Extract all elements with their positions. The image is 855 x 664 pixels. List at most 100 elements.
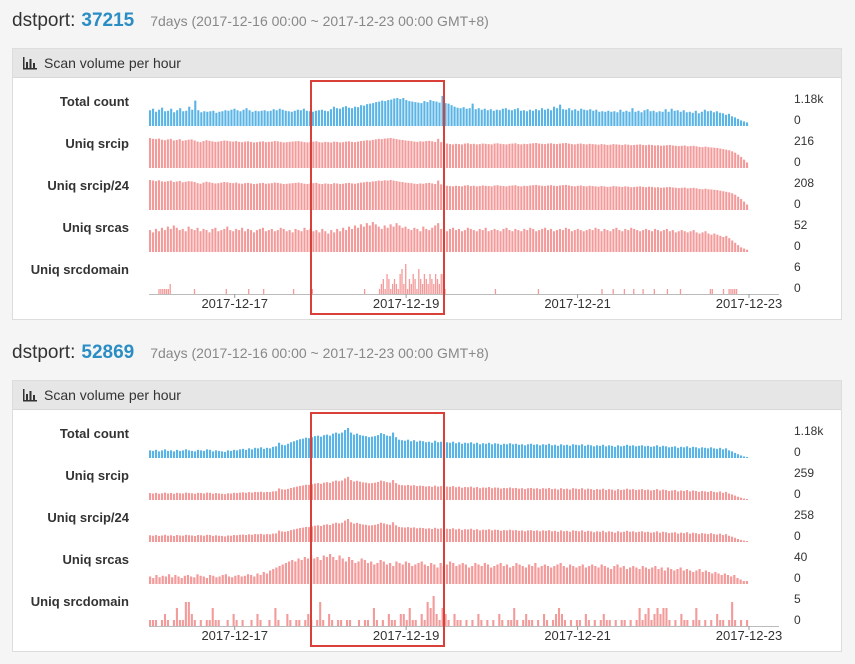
bar[interactable] <box>152 493 155 500</box>
bar[interactable] <box>155 111 158 126</box>
bar[interactable] <box>603 566 606 584</box>
bar[interactable] <box>496 564 499 585</box>
bar[interactable] <box>636 186 639 210</box>
bar[interactable] <box>290 530 293 542</box>
bar[interactable] <box>548 487 551 500</box>
bar[interactable] <box>344 520 347 542</box>
bar[interactable] <box>560 530 563 542</box>
bar[interactable] <box>193 182 196 210</box>
bar[interactable] <box>149 493 152 500</box>
bar[interactable] <box>746 499 749 500</box>
bar[interactable] <box>191 109 194 126</box>
bar[interactable] <box>635 567 638 585</box>
bar[interactable] <box>499 563 502 584</box>
bar[interactable] <box>265 573 269 585</box>
bar[interactable] <box>575 567 578 585</box>
bar[interactable] <box>653 446 656 458</box>
bar[interactable] <box>461 563 464 584</box>
bar[interactable] <box>683 231 686 252</box>
bar[interactable] <box>429 608 432 626</box>
bar[interactable] <box>719 148 722 168</box>
bar[interactable] <box>446 528 449 542</box>
bar[interactable] <box>679 111 682 126</box>
bar[interactable] <box>732 289 734 294</box>
bar[interactable] <box>594 186 597 210</box>
bar[interactable] <box>297 558 300 585</box>
bar[interactable] <box>697 113 700 126</box>
bar[interactable] <box>315 182 318 210</box>
bar[interactable] <box>564 143 567 168</box>
bar[interactable] <box>224 536 227 542</box>
bar[interactable] <box>629 531 632 542</box>
bar[interactable] <box>710 147 713 168</box>
bar[interactable] <box>154 181 158 210</box>
bar[interactable] <box>197 535 200 542</box>
bar[interactable] <box>668 231 671 252</box>
bar[interactable] <box>565 109 568 126</box>
bar[interactable] <box>266 534 269 542</box>
bar[interactable] <box>576 185 579 210</box>
bar[interactable] <box>542 444 545 458</box>
bar[interactable] <box>338 433 341 458</box>
bar[interactable] <box>538 185 541 210</box>
bar[interactable] <box>734 452 737 458</box>
bar[interactable] <box>683 533 686 542</box>
bar[interactable] <box>558 143 561 168</box>
bar[interactable] <box>275 533 278 542</box>
bar[interactable] <box>546 566 550 584</box>
bar[interactable] <box>650 144 654 168</box>
bar[interactable] <box>245 535 248 542</box>
bar[interactable] <box>212 451 215 458</box>
bar[interactable] <box>592 110 595 126</box>
bar[interactable] <box>215 535 218 542</box>
bar[interactable] <box>420 279 422 294</box>
bar[interactable] <box>401 227 404 252</box>
bar[interactable] <box>369 103 372 126</box>
bar[interactable] <box>335 432 338 458</box>
bar[interactable] <box>239 534 242 542</box>
bar[interactable] <box>446 486 449 500</box>
bar[interactable] <box>422 441 425 458</box>
bar[interactable] <box>505 227 508 252</box>
bar[interactable] <box>449 486 452 500</box>
bar[interactable] <box>467 443 470 458</box>
bar[interactable] <box>187 226 190 252</box>
bar[interactable] <box>176 492 179 500</box>
bar[interactable] <box>497 443 500 458</box>
bar[interactable] <box>469 228 472 252</box>
bar[interactable] <box>620 490 623 500</box>
bar[interactable] <box>293 487 296 500</box>
bar[interactable] <box>746 249 749 252</box>
bar[interactable] <box>621 231 624 252</box>
bar[interactable] <box>689 491 692 500</box>
bar[interactable] <box>318 232 321 252</box>
bar[interactable] <box>199 183 202 210</box>
bar[interactable] <box>419 440 422 458</box>
bar[interactable] <box>315 141 318 168</box>
bar[interactable] <box>257 448 260 458</box>
bar[interactable] <box>476 487 479 500</box>
bar[interactable] <box>561 230 564 252</box>
bar[interactable] <box>339 142 342 168</box>
bar[interactable] <box>434 141 437 168</box>
bar[interactable] <box>373 564 376 585</box>
bar[interactable] <box>351 108 354 126</box>
bar[interactable] <box>520 144 523 168</box>
bar[interactable] <box>683 187 686 211</box>
bar[interactable] <box>151 138 155 168</box>
bar[interactable] <box>437 180 440 210</box>
bar[interactable] <box>692 490 695 501</box>
bar[interactable] <box>554 530 557 542</box>
bar[interactable] <box>659 145 662 168</box>
bar[interactable] <box>374 181 377 210</box>
bar[interactable] <box>410 141 413 168</box>
bar[interactable] <box>384 289 386 294</box>
bar[interactable] <box>389 180 392 210</box>
bar[interactable] <box>514 185 517 210</box>
bar[interactable] <box>176 449 179 458</box>
bar[interactable] <box>381 100 384 126</box>
bar[interactable] <box>722 449 725 458</box>
bar[interactable] <box>743 456 746 458</box>
bar[interactable] <box>554 488 557 500</box>
bar[interactable] <box>717 573 720 585</box>
